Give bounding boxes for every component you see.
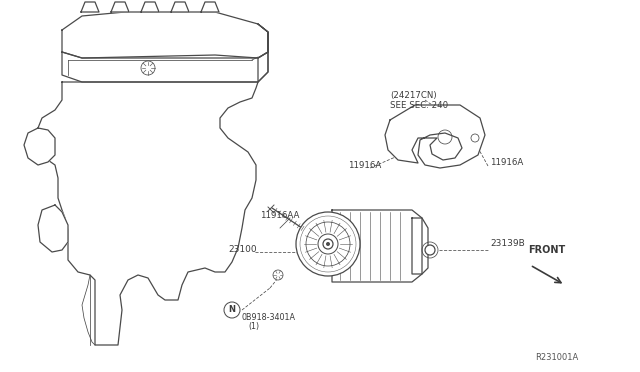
Polygon shape — [141, 2, 159, 12]
Text: 11916A: 11916A — [348, 160, 381, 170]
Text: (1): (1) — [248, 321, 259, 330]
Polygon shape — [62, 52, 268, 82]
Text: 11916A: 11916A — [490, 157, 524, 167]
Polygon shape — [385, 105, 485, 168]
Text: 0B918-3401A: 0B918-3401A — [242, 312, 296, 321]
Polygon shape — [111, 2, 129, 12]
Text: 11916AA: 11916AA — [260, 211, 300, 219]
Circle shape — [326, 242, 330, 246]
Text: (24217CN): (24217CN) — [390, 90, 436, 99]
Circle shape — [141, 61, 155, 75]
Circle shape — [471, 134, 479, 142]
Polygon shape — [81, 2, 99, 12]
Polygon shape — [38, 205, 68, 252]
Text: N: N — [228, 305, 236, 314]
Text: SEE SEC. 240: SEE SEC. 240 — [390, 100, 448, 109]
Polygon shape — [258, 24, 268, 82]
Polygon shape — [38, 82, 258, 345]
Circle shape — [273, 270, 283, 280]
Polygon shape — [24, 128, 55, 165]
Text: FRONT: FRONT — [528, 245, 565, 255]
Circle shape — [425, 245, 435, 255]
Circle shape — [296, 212, 360, 276]
Text: 23139B: 23139B — [490, 240, 525, 248]
Polygon shape — [201, 2, 219, 12]
Polygon shape — [171, 2, 189, 12]
Polygon shape — [412, 218, 428, 274]
Text: R231001A: R231001A — [535, 353, 578, 362]
Polygon shape — [332, 210, 422, 282]
Circle shape — [323, 239, 333, 249]
Polygon shape — [62, 12, 268, 58]
Text: 23100: 23100 — [228, 246, 257, 254]
